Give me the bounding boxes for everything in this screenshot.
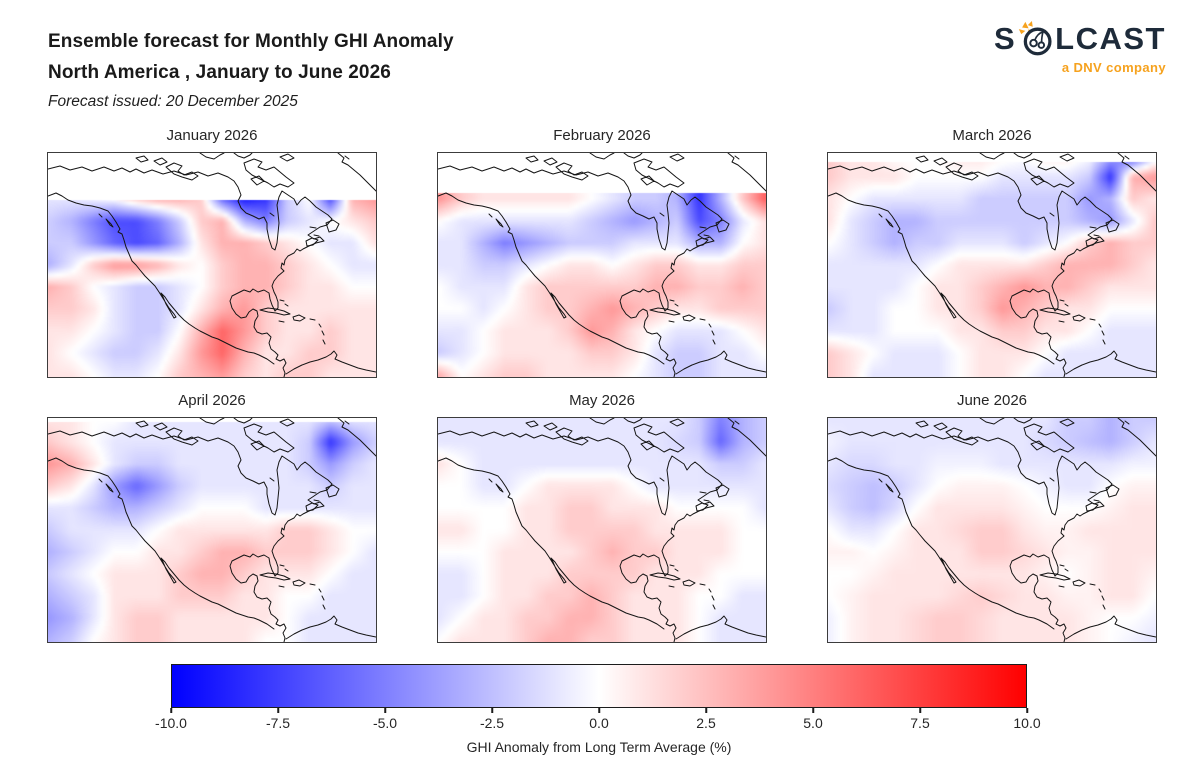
colorbar-tick-mark xyxy=(919,708,921,713)
colorbar-tick-mark xyxy=(277,708,279,713)
panel-title: January 2026 xyxy=(166,127,258,144)
colorbar-tick-label: -5.0 xyxy=(372,715,398,731)
map-panel-april-2026: April 2026 xyxy=(47,392,377,643)
colorbar-tick-mark xyxy=(170,708,172,713)
logo-letters-lcast: LCAST xyxy=(1055,21,1166,56)
colorbar-tick-labels: -10.0 -7.5 -5.0 -2.5 0.0 2.5 5.0 7.5 10.0 xyxy=(155,715,1041,733)
figure-title-line2: North America , January to June 2026 xyxy=(48,62,391,83)
coastline-overlay xyxy=(438,418,766,642)
colorbar-tick-mark xyxy=(598,708,600,713)
anomaly-field-canvas xyxy=(828,153,1156,377)
panel-title: March 2026 xyxy=(952,127,1032,144)
coastline-overlay xyxy=(48,418,376,642)
map-panel-may-2026: May 2026 xyxy=(437,392,767,643)
coastline-overlay xyxy=(828,153,1156,377)
coastline-overlay xyxy=(828,418,1156,642)
forecast-issued-subtitle: Forecast issued: 20 December 2025 xyxy=(48,93,298,110)
colorbar-tick-mark xyxy=(812,708,814,713)
colorbar-axis-label: GHI Anomaly from Long Term Average (%) xyxy=(466,739,732,755)
colorbar-tick-mark xyxy=(491,708,493,713)
colorbar-tick-label: -2.5 xyxy=(479,715,505,731)
colorbar-tick-label: 7.5 xyxy=(910,715,930,731)
colorbar-tick-mark xyxy=(1026,708,1028,713)
solcast-logo: S LCAST a DNV company xyxy=(994,20,1166,75)
colorbar-tick-label: 10.0 xyxy=(1013,715,1041,731)
logo-wordmark: S LCAST xyxy=(994,20,1166,58)
anomaly-field-canvas xyxy=(48,418,376,642)
map-panel-february-2026: February 2026 xyxy=(437,127,767,378)
colorbar-tick-label: -7.5 xyxy=(265,715,291,731)
colorbar-tick-marks xyxy=(170,708,1028,713)
anomaly-field-canvas xyxy=(438,153,766,377)
colorbar: -10.0 -7.5 -5.0 -2.5 0.0 2.5 5.0 7.5 10.0 GHI An… xyxy=(155,664,1041,755)
colorbar-tick-label: -10.0 xyxy=(155,715,187,731)
map-panel-march-2026: March 2026 xyxy=(827,127,1157,378)
colorbar-tick-mark xyxy=(384,708,386,713)
panel-title: April 2026 xyxy=(178,392,246,409)
panel-title: February 2026 xyxy=(553,127,651,144)
logo-tagline: a DNV company xyxy=(1061,60,1166,75)
colorbar-tick-label: 5.0 xyxy=(803,715,823,731)
colorbar-tick-label: 0.0 xyxy=(589,715,609,731)
panel-title: June 2026 xyxy=(956,392,1028,409)
solcast-sun-icon xyxy=(1018,20,1054,58)
colorbar-tick-label: 2.5 xyxy=(696,715,716,731)
panel-title: May 2026 xyxy=(569,392,635,409)
colorbar-gradient xyxy=(171,664,1027,708)
anomaly-field-canvas xyxy=(828,418,1156,642)
anomaly-field-canvas xyxy=(48,153,376,377)
coastline-overlay xyxy=(48,153,376,377)
map-panel-january-2026: January 2026 xyxy=(47,127,377,378)
colorbar-tick-mark xyxy=(705,708,707,713)
figure-header: Ensemble forecast for Monthly GHI Anomal… xyxy=(48,26,454,111)
logo-letter-s: S xyxy=(993,21,1017,56)
figure-title-line1: Ensemble forecast for Monthly GHI Anomal… xyxy=(48,31,454,52)
anomaly-field-canvas xyxy=(438,418,766,642)
coastline-overlay xyxy=(438,153,766,377)
map-panel-june-2026: June 2026 xyxy=(827,392,1157,643)
